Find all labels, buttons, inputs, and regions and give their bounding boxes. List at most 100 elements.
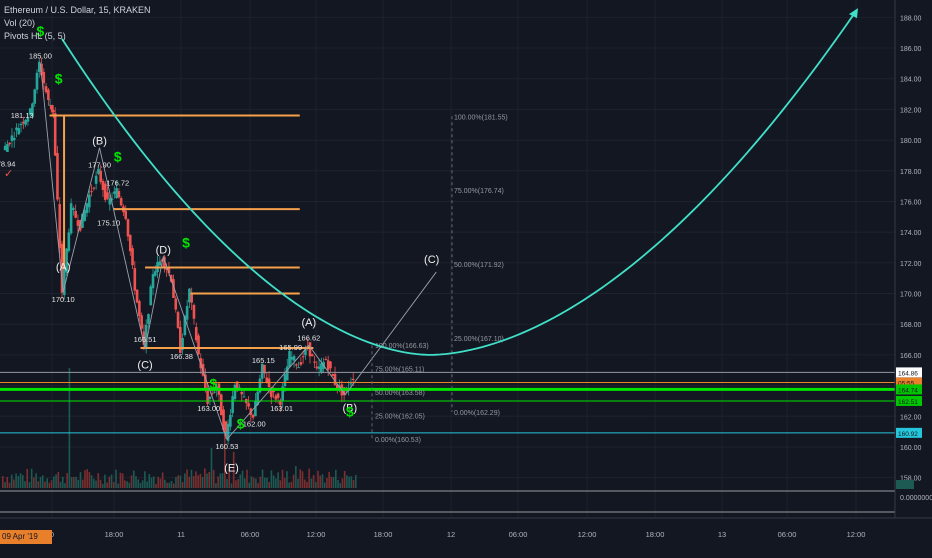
candle-body [99, 170, 102, 182]
candle-body [52, 110, 55, 113]
candle-body [185, 305, 189, 320]
candle-body [222, 409, 225, 430]
volume-bar [152, 476, 155, 488]
volume-bar [270, 470, 273, 488]
candle-body [33, 89, 37, 104]
volume-bar [126, 481, 128, 488]
price-level-badge [896, 377, 922, 388]
candle-body [224, 421, 228, 437]
volume-indicator-label[interactable]: Vol (20) [4, 18, 36, 28]
volume-bar [310, 478, 313, 488]
volume-bar [286, 471, 288, 488]
volume-bar [50, 480, 53, 488]
candle-body [151, 274, 155, 289]
volume-bar [93, 478, 95, 488]
candle-body [335, 384, 339, 389]
candle-body [231, 396, 234, 414]
candle-body [197, 335, 200, 355]
candle-body [28, 108, 32, 115]
volume-bar [177, 475, 179, 488]
candle-body [133, 268, 137, 291]
volume-bar [306, 481, 308, 488]
volume-bar [228, 468, 231, 488]
volume-bar [75, 476, 77, 488]
volume-bar [215, 483, 217, 488]
candle-body [8, 142, 11, 145]
price-level-badge-text: 164.86 [898, 370, 918, 377]
price-axis-tick: 182.00 [900, 107, 922, 114]
candle-body [219, 394, 223, 416]
candle-body [106, 192, 109, 199]
volume-bar [61, 476, 64, 488]
candle-body [349, 383, 353, 385]
candle-body [90, 191, 93, 193]
volume-bar [24, 481, 26, 488]
price-axis-tick: 168.00 [900, 322, 922, 329]
volume-bar [144, 471, 146, 488]
sell-signal-icon: ✓ [4, 168, 13, 180]
fib-level-label: 0.00%(162.29) [454, 410, 500, 417]
volume-bar [159, 478, 162, 488]
volume-bar [179, 475, 182, 488]
volume-bar [41, 475, 44, 488]
pivot-label: 162.00 [243, 419, 266, 428]
candle-body [35, 72, 39, 90]
elliott-wave-path [39, 63, 437, 441]
candle-body [167, 267, 171, 274]
volume-bar [235, 480, 237, 488]
pivot-label: 163.00 [197, 404, 220, 413]
volume-bar [199, 473, 202, 488]
candle-body [163, 256, 166, 268]
volume-bar [186, 469, 188, 488]
candle-body [183, 315, 187, 336]
volume-bar [184, 473, 186, 488]
candle-body [12, 138, 16, 141]
candle-body [85, 203, 89, 213]
candle-body [92, 187, 96, 189]
volume-bar [335, 469, 337, 488]
fib-level-label: 25.00%(167.10) [454, 336, 504, 343]
volume-bar [246, 469, 248, 488]
candle-body [233, 384, 237, 400]
pivot-label: 178.94 [0, 159, 15, 168]
fib-level-label: 100.00%(166.63) [375, 343, 429, 350]
volume-bar [317, 470, 319, 488]
volume-bar [290, 481, 293, 488]
dollar-signal-icon: $ [182, 235, 190, 251]
volume-bar [106, 482, 108, 488]
pivots-indicator-label[interactable]: Pivots HL (5, 5) [4, 31, 66, 41]
volume-bar [21, 475, 24, 488]
volume-bar [226, 478, 228, 488]
volume-bar [164, 479, 166, 488]
volume-bar [57, 471, 60, 488]
volume-bar [275, 478, 277, 488]
candle-body [24, 119, 27, 125]
candle-body [42, 71, 46, 84]
volume-bar [263, 477, 266, 488]
candle-body [76, 220, 80, 226]
candle-body [113, 191, 116, 194]
candle-body [149, 286, 153, 306]
candle-body [297, 367, 300, 369]
pivot-label: 175.10 [97, 218, 120, 227]
time-axis-tick: 06:00 [778, 530, 797, 539]
pivot-label: 176.72 [106, 178, 129, 187]
candle-body [308, 342, 312, 357]
candle-body [3, 145, 7, 151]
candle-body [240, 391, 244, 395]
candle-body [179, 327, 182, 353]
volume-bar [97, 473, 100, 488]
time-axis-tick: 06:00 [241, 530, 260, 539]
candle-body [290, 356, 294, 360]
candle-body [229, 414, 232, 427]
candle-body [265, 377, 269, 383]
candle-body [6, 144, 9, 152]
candle-body [144, 324, 148, 349]
volume-bar [259, 476, 262, 488]
volume-bar [197, 475, 199, 488]
volume-bar [70, 476, 73, 488]
candle-body [324, 358, 328, 360]
candle-body [56, 153, 59, 200]
symbol-title[interactable]: Ethereum / U.S. Dollar, 15, KRAKEN [4, 5, 151, 15]
